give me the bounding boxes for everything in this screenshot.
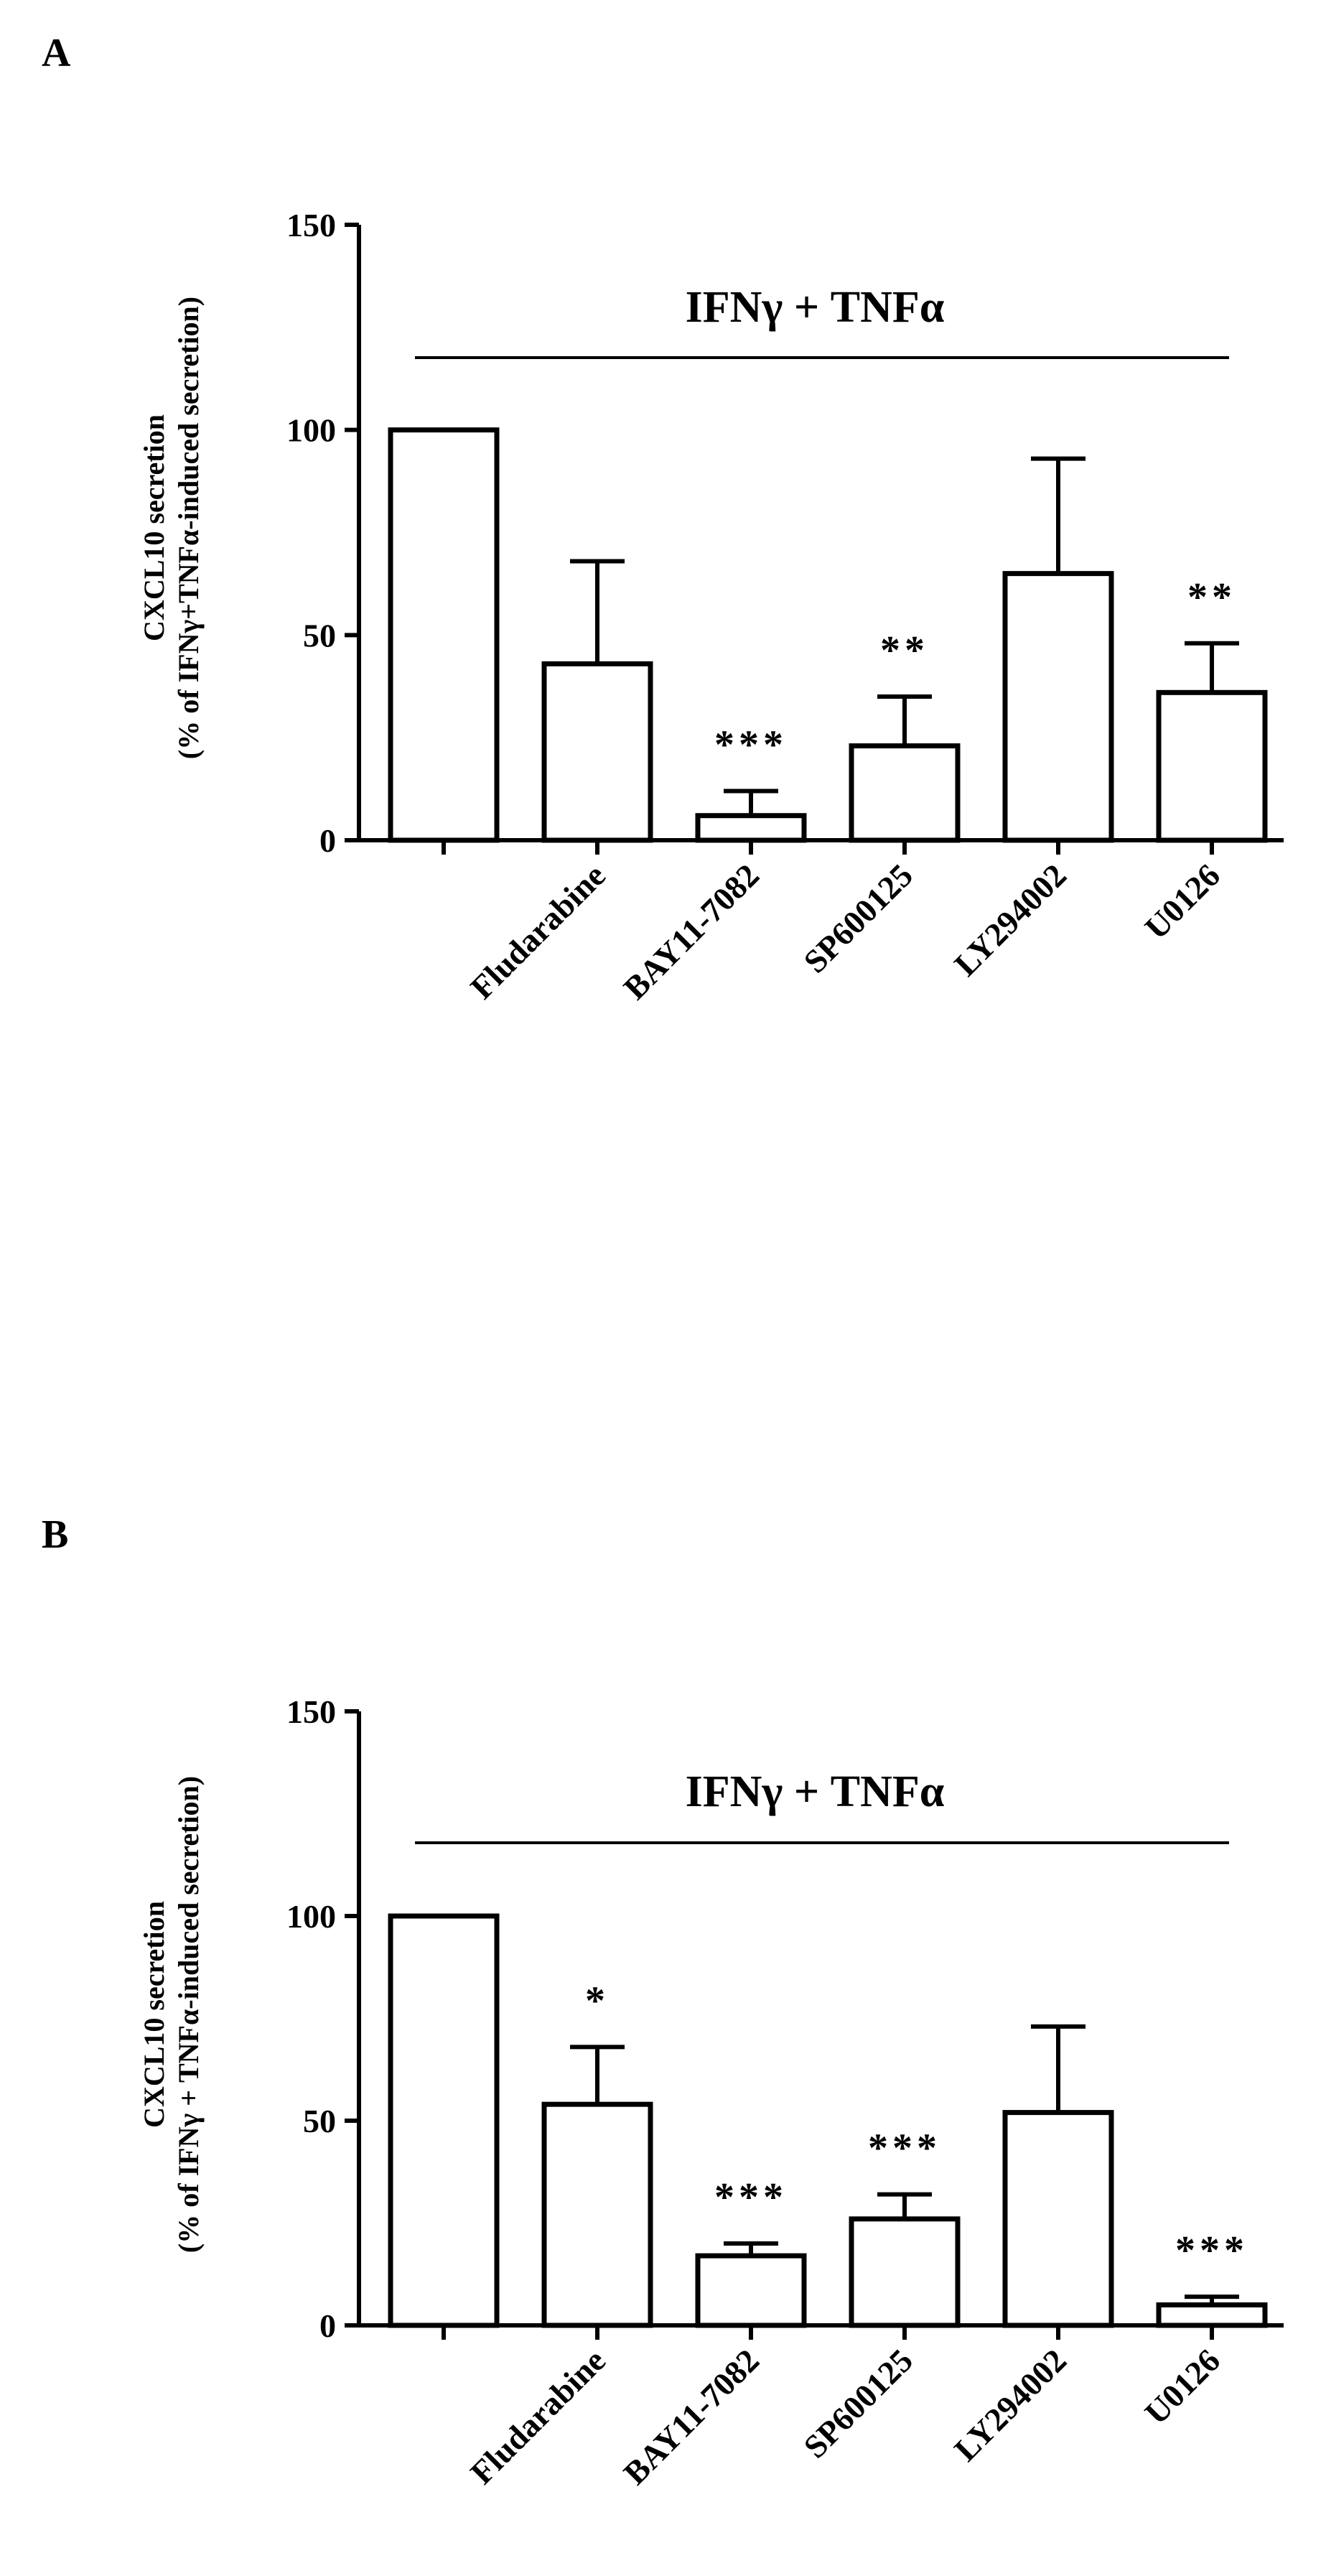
y-tick-label: 100 xyxy=(286,412,336,449)
bar-control xyxy=(388,427,500,843)
bar-fludarabine xyxy=(541,661,653,843)
bar-u0126 xyxy=(1156,2302,1268,2328)
bar-bay11-7082 xyxy=(695,2253,807,2328)
panel-label: B xyxy=(42,1512,68,1557)
y-axis-title-line1: CXCL10 secretion xyxy=(138,1901,170,2128)
panel-label: A xyxy=(42,31,71,75)
bars: ******* xyxy=(388,427,1268,843)
significance-label: *** xyxy=(714,722,788,767)
y-axis-title-line1: CXCL10 secretion xyxy=(138,414,170,641)
y-tick-label: 50 xyxy=(303,617,336,654)
y-tick-label: 150 xyxy=(286,1693,336,1730)
significance-label: ** xyxy=(1187,575,1236,620)
y-axis-title: CXCL10 secretion (% of IFNγ + TNFα-induc… xyxy=(138,1776,205,2253)
y-tick-label: 50 xyxy=(303,2103,336,2139)
bar-control xyxy=(388,1913,500,2328)
treatment-label: IFNγ + TNFα xyxy=(686,1767,945,1816)
y-axis-title: CXCL10 secretion (% of IFNγ+TNFα-induced… xyxy=(138,297,205,759)
y-tick-label: 100 xyxy=(286,1898,336,1935)
y-axis-title-line2: (% of IFNγ+TNFα-induced secretion) xyxy=(172,297,205,759)
bar-u0126 xyxy=(1156,689,1268,843)
treatment-label: IFNγ + TNFα xyxy=(686,283,945,332)
bar-ly294002 xyxy=(1002,2110,1114,2328)
y-tick-label: 0 xyxy=(319,2307,336,2344)
y-tick-label: 0 xyxy=(319,822,336,859)
y-tick-label: 150 xyxy=(286,207,336,243)
bar-sp600125 xyxy=(849,2216,961,2328)
significance-label: *** xyxy=(714,2175,788,2220)
bar-ly294002 xyxy=(1002,571,1114,843)
bar-bay11-7082 xyxy=(695,813,807,843)
significance-label: * xyxy=(585,1979,610,2023)
significance-label: *** xyxy=(868,2126,941,2171)
bar-sp600125 xyxy=(849,743,961,843)
significance-label: *** xyxy=(1175,2228,1248,2273)
significance-label: ** xyxy=(880,628,929,673)
y-axis-title-line2: (% of IFNγ + TNFα-induced secretion) xyxy=(172,1776,205,2253)
bars: ********** xyxy=(388,1913,1268,2328)
bar-fludarabine xyxy=(541,2101,653,2328)
